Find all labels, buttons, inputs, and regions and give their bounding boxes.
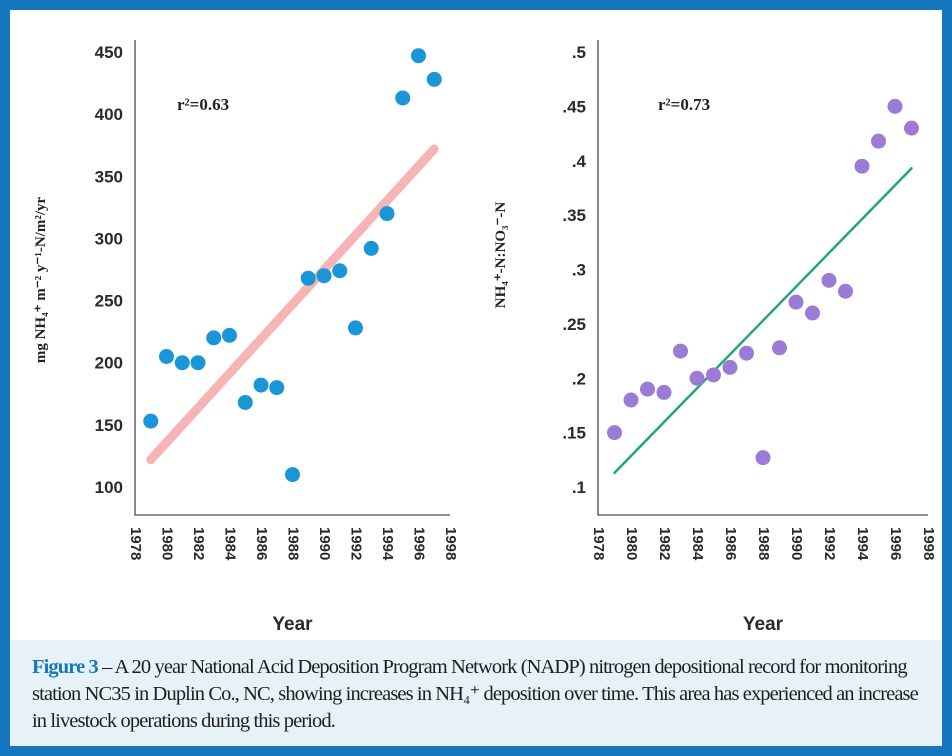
chart1-x-tick-label: 1984 bbox=[222, 527, 239, 561]
chart2-data-point bbox=[722, 359, 738, 375]
chart2-data-point bbox=[739, 345, 754, 361]
chart2-x-tick-label: 1982 bbox=[656, 527, 673, 560]
chart2-r-squared-annotation: r²=0.73 bbox=[658, 95, 710, 114]
chart1-data-point bbox=[379, 206, 395, 222]
chart2-data-point bbox=[838, 283, 853, 299]
chart2-data-point bbox=[607, 425, 622, 441]
chart1-x-tick-label: 1986 bbox=[253, 527, 270, 560]
chart2-trend-line bbox=[613, 167, 913, 475]
caption-text: – A 20 year National Acid Deposition Pro… bbox=[32, 656, 919, 732]
chart2-y-tick-label: .3 bbox=[572, 261, 586, 280]
chart1-axes-frame bbox=[134, 40, 450, 516]
chart2-data-point bbox=[854, 158, 870, 174]
chart1-x-tick-label: 1992 bbox=[348, 527, 365, 560]
caption-lead: Figure 3 bbox=[32, 656, 99, 678]
chart1-trend-line bbox=[146, 144, 439, 465]
chart2-y-tick-label: .4 bbox=[572, 152, 587, 171]
chart1-y-tick-label: 200 bbox=[95, 354, 123, 373]
chart2-x-tick-label: 1980 bbox=[623, 527, 640, 560]
chart2-data-point bbox=[871, 133, 886, 149]
chart1-data-point bbox=[348, 320, 363, 336]
chart1-x-axis-label: Year bbox=[272, 614, 313, 635]
chart2-y-tick-label: .25 bbox=[562, 315, 586, 334]
figure-panel: 450 400 350 300 250 200 150 100 1978 1980 1982 1984… bbox=[10, 10, 942, 746]
chart1-data-point bbox=[269, 380, 285, 396]
chart1-y-tick-label: 150 bbox=[95, 416, 123, 435]
chart2-x-tick-label: 1998 bbox=[920, 527, 937, 560]
chart2-x-tick-label: 1992 bbox=[821, 527, 838, 560]
chart2-x-axis-label: Year bbox=[743, 614, 784, 635]
chart2-x-tick-label: 1988 bbox=[755, 527, 772, 560]
chart2-data-point bbox=[788, 294, 804, 310]
chart2-data-point bbox=[821, 272, 837, 288]
chart1-data-point bbox=[426, 71, 442, 87]
chart1-y-tick-label: 100 bbox=[95, 478, 123, 497]
chart2-x-tick-label: 1978 bbox=[590, 527, 607, 560]
chart2-x-tick-label: 1990 bbox=[788, 527, 805, 560]
chart2-data-point bbox=[689, 370, 705, 386]
charts-area: 450 400 350 300 250 200 150 100 1978 1980 1982 1984… bbox=[33, 40, 937, 635]
chart1-x-tick-label: 1978 bbox=[127, 527, 144, 560]
chart1-data-point bbox=[253, 377, 269, 393]
chart1-data-point bbox=[143, 413, 159, 429]
chart1-data-point bbox=[285, 467, 300, 483]
chart1-data-point bbox=[174, 355, 190, 371]
chart2-y-tick-label: .2 bbox=[572, 369, 586, 388]
chart2-data-point bbox=[805, 305, 820, 321]
chart1-data-point bbox=[222, 327, 237, 343]
chart2-data-point bbox=[755, 450, 771, 466]
chart1-y-axis-label: mg NH₄⁺ m⁻² y⁻¹-N/m²/yr bbox=[33, 197, 49, 364]
chart2-x-tick-label: 1986 bbox=[722, 527, 739, 560]
chart2-data-point bbox=[904, 120, 919, 136]
chart1-x-tick-label: 1990 bbox=[316, 527, 333, 560]
chart1-x-tick-label: 1998 bbox=[442, 527, 459, 560]
chart2-y-tick-label: .1 bbox=[572, 478, 586, 497]
chart2-data-point bbox=[772, 340, 787, 356]
chart1-data-point bbox=[159, 349, 174, 364]
chart2-y-tick-label: .15 bbox=[562, 424, 586, 443]
chart1-data-point bbox=[395, 90, 411, 106]
chart1-x-tick-label: 1982 bbox=[190, 527, 207, 560]
caption-box: Figure 3 – A 20 year National Acid Depos… bbox=[10, 640, 942, 746]
chart1-x-tick-label: 1988 bbox=[285, 527, 302, 560]
chart1-y-tick-label: 300 bbox=[95, 229, 123, 248]
chart1-data-point bbox=[300, 270, 316, 286]
chart1-y-tick-label: 350 bbox=[95, 167, 123, 186]
chart2-data-point bbox=[623, 392, 639, 408]
chart1-data-point bbox=[316, 268, 332, 284]
chart1-x-tick-label: 1994 bbox=[379, 527, 396, 561]
chart2-x-tick-label: 1984 bbox=[689, 527, 706, 561]
figure-caption: Figure 3 – A 20 year National Acid Depos… bbox=[32, 654, 932, 735]
chart2-data-point bbox=[706, 367, 721, 383]
chart1-y-tick-label: 250 bbox=[95, 292, 123, 311]
chart1-data-point bbox=[237, 394, 253, 410]
chart2-y-tick-label: .35 bbox=[562, 206, 586, 225]
chart1-x-tick-label: 1996 bbox=[411, 527, 428, 560]
chart2-y-axis-label: NH₄⁺-N:NO₃⁻-N bbox=[493, 202, 509, 309]
chart2-data-point bbox=[640, 381, 655, 397]
chart1-y-tick-label: 450 bbox=[95, 43, 123, 62]
chart2-x-tick-label: 1994 bbox=[854, 527, 871, 561]
chart2-data-point bbox=[887, 98, 903, 114]
chart1-r-squared-annotation: r²=0.63 bbox=[177, 95, 229, 114]
chart1-y-tick-label: 400 bbox=[95, 105, 123, 124]
chart2-data-point bbox=[656, 384, 672, 400]
chart1-data-point bbox=[190, 355, 206, 371]
chart1-x-tick-label: 1980 bbox=[159, 527, 176, 560]
chart1-data-point bbox=[363, 240, 379, 256]
chart2-data-point bbox=[673, 343, 688, 359]
chart1-data-point bbox=[206, 330, 222, 346]
chart2-x-tick-label: 1996 bbox=[887, 527, 904, 560]
chart2-y-tick-label: .5 bbox=[572, 43, 586, 62]
chart1-data-point bbox=[332, 263, 348, 279]
chart1-data-point bbox=[411, 48, 426, 64]
chart2-y-tick-label: .45 bbox=[562, 97, 586, 116]
chart2-axes-frame bbox=[597, 40, 928, 516]
